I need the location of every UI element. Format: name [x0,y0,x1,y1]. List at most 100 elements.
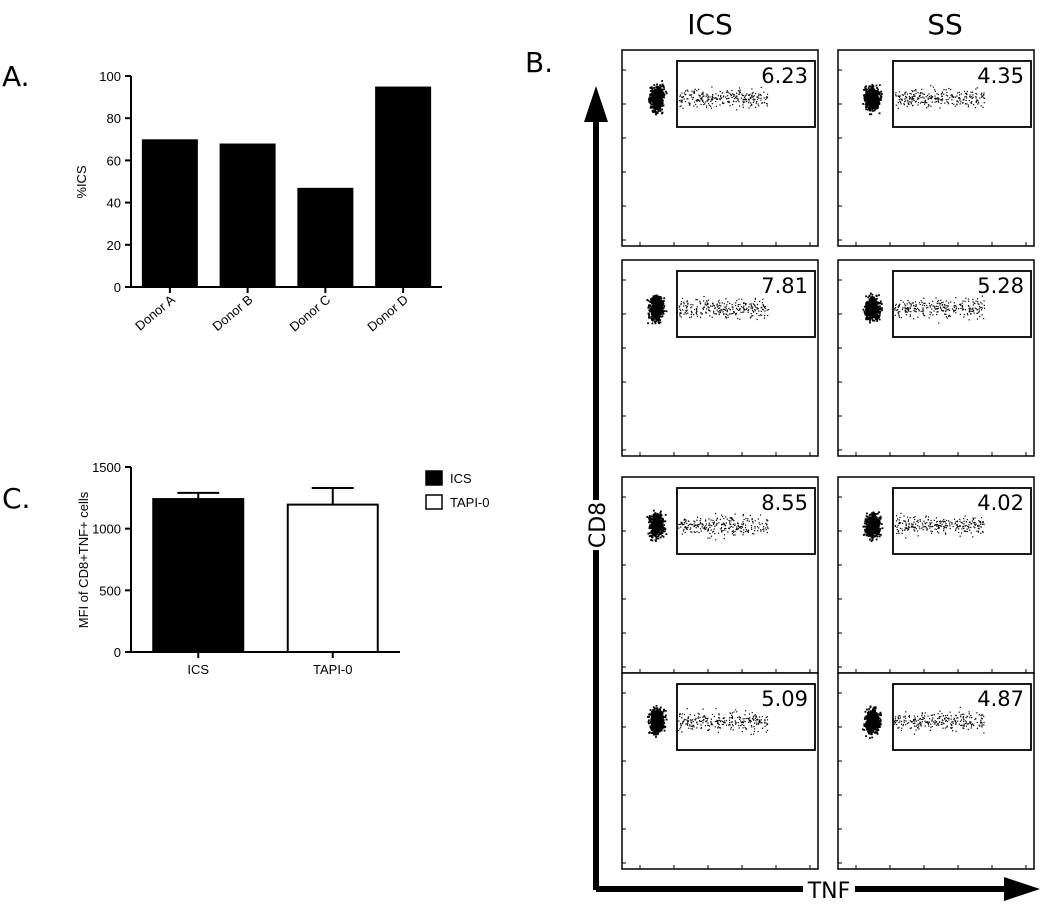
flow-event [913,90,915,92]
flow-event [972,536,974,538]
flow-event [725,516,727,518]
flow-event [736,528,739,530]
flow-event [870,536,873,539]
flow-event [875,520,878,523]
flow-events [862,83,986,116]
flow-event [761,523,763,525]
flow-event [938,97,940,100]
flow-event [719,304,721,306]
flow-event [918,302,921,304]
flow-event [651,311,654,314]
flow-event [914,516,916,518]
flow-event [862,308,865,311]
flow-event [907,306,909,309]
flow-event [866,521,868,524]
flow-event [951,523,953,525]
flow-event [693,92,695,95]
flow-event [686,89,688,91]
flow-event [758,97,760,99]
flow-event [712,94,714,96]
flow-event [660,529,663,532]
flow-event [738,101,740,103]
flow-event [865,309,868,312]
flow-event [938,98,940,100]
flow-event [760,99,762,101]
flow-event [875,92,877,95]
flow-event [719,311,722,314]
flow-event [902,530,904,532]
flow-event [766,520,768,522]
flow-event [652,520,655,522]
flow-event [978,305,981,308]
flow-event [742,100,744,102]
flow-event [983,97,985,99]
flow-event [970,91,972,93]
flow-event [948,309,950,312]
flow-event [683,92,686,94]
flow-event [868,524,871,527]
chart-c-bar [286,503,379,653]
flow-event [943,518,945,521]
flow-event [660,315,663,318]
flow-event [974,307,976,309]
flow-event [748,100,750,102]
flow-event [928,95,931,98]
flow-event [648,305,650,308]
flow-event [761,306,763,308]
flow-event [911,100,913,102]
flow-event [696,314,698,316]
flow-event [865,91,868,94]
flow-event [659,528,661,531]
flow-gate [676,270,816,338]
flow-event [981,303,983,305]
flow-event [909,315,911,317]
flow-event [719,302,721,304]
flow-event [947,95,949,97]
flow-event [975,88,977,90]
flow-event [678,306,680,308]
flow-event [908,98,911,100]
flow-event [655,86,658,89]
flow-event [754,310,756,312]
flow-event [922,93,924,95]
flow-event [961,522,964,524]
flow-event [940,521,942,523]
flow-event [941,523,943,525]
flow-event [877,518,880,521]
flow-event [707,96,709,98]
flow-event [702,308,705,310]
flow-event [713,304,715,307]
flow-event [651,319,654,322]
flow-event [976,99,978,101]
flow-event [713,522,715,524]
flow-event [654,526,656,528]
flow-event [731,306,733,308]
flow-event [863,525,866,528]
flow-event [695,527,697,529]
flow-event [875,538,878,541]
flow-event [652,313,655,316]
flow-event [967,525,969,528]
flow-event [873,96,876,99]
flow-event [660,297,663,300]
flow-event [661,92,663,95]
flow-event [705,312,707,314]
flow-event [865,304,868,306]
flow-event [912,302,914,304]
flow-event [732,100,735,102]
flow-event [935,305,938,307]
flow-event [913,308,915,310]
flow-event [880,96,883,99]
flow-event [943,88,945,91]
flow-event [751,96,753,98]
flow-event [878,529,881,532]
flow-event [981,92,983,94]
chart-c-bar [152,498,245,654]
flow-event [657,90,659,93]
flow-event [871,536,874,539]
flow-event [873,316,876,319]
flow-event [713,521,716,523]
flow-event [764,315,766,317]
flow-event [867,535,870,538]
flow-event [964,96,966,98]
